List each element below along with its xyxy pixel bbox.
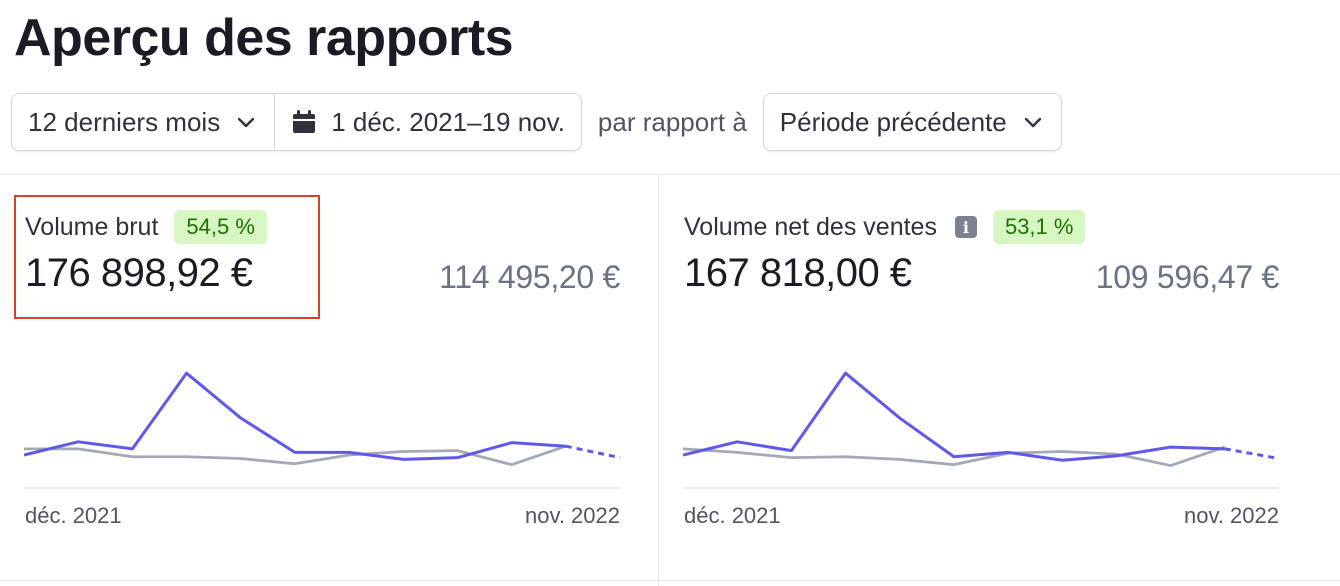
change-badge: 54,5 % xyxy=(174,210,267,244)
metric-label: Volume net des ventes xyxy=(684,212,937,241)
sparkline-chart xyxy=(24,371,620,489)
current-period-line xyxy=(24,371,566,461)
current-period-incomplete-segment xyxy=(1224,447,1279,460)
metric-label: Volume brut xyxy=(25,212,159,241)
compare-period-dropdown[interactable]: Période précédente xyxy=(762,93,1062,151)
chevron-down-icon xyxy=(234,110,258,134)
metric-card-gross-volume[interactable]: Volume brut 54,5 % 176 898,92 € 114 495,… xyxy=(0,175,658,580)
axis-start-label: déc. 2021 xyxy=(25,503,122,528)
current-period-incomplete-segment xyxy=(565,444,620,460)
metric-header: Volume net des ventes i 53,1 % xyxy=(684,210,1086,244)
metric-value: 176 898,92 € xyxy=(25,251,253,295)
axis-end-label: nov. 2022 xyxy=(524,503,620,528)
page-title: Aperçu des rapports xyxy=(14,9,514,67)
grid-divider-top xyxy=(0,174,1340,175)
compare-label: par rapport à xyxy=(597,106,747,137)
report-filters: 12 derniers mois 1 déc. 2021–19 nov. par… xyxy=(11,93,1062,151)
grid-divider-bottom xyxy=(0,580,1340,581)
highlight-box xyxy=(14,195,320,319)
previous-value: 109 596,47 € xyxy=(1095,259,1280,295)
axis-end-label: nov. 2022 xyxy=(1183,503,1279,528)
change-badge: 53,1 % xyxy=(992,210,1086,244)
range-preset-label: 12 derniers mois xyxy=(28,106,221,137)
previous-period-line xyxy=(24,444,567,467)
metric-value: 167 818,00 € xyxy=(684,251,912,295)
grid-divider-vertical xyxy=(658,174,659,586)
info-icon[interactable]: i xyxy=(954,216,977,238)
chevron-down-icon xyxy=(1021,110,1045,134)
compare-period-label: Période précédente xyxy=(779,106,1007,137)
previous-value: 114 495,20 € xyxy=(439,259,620,295)
current-period-line xyxy=(683,371,1225,462)
calendar-icon xyxy=(291,109,317,135)
previous-period-line xyxy=(683,445,1226,467)
sparkline-chart xyxy=(683,371,1279,489)
date-range-control: 12 derniers mois 1 déc. 2021–19 nov. xyxy=(11,93,582,151)
range-preset-dropdown[interactable]: 12 derniers mois xyxy=(12,94,274,150)
metric-card-net-volume[interactable]: Volume net des ventes i 53,1 % 167 818,0… xyxy=(659,175,1317,580)
date-range-label: 1 déc. 2021–19 nov. xyxy=(331,106,565,137)
metric-header: Volume brut 54,5 % xyxy=(25,210,267,244)
date-range-picker[interactable]: 1 déc. 2021–19 nov. xyxy=(274,94,581,150)
axis-start-label: déc. 2021 xyxy=(684,503,781,528)
